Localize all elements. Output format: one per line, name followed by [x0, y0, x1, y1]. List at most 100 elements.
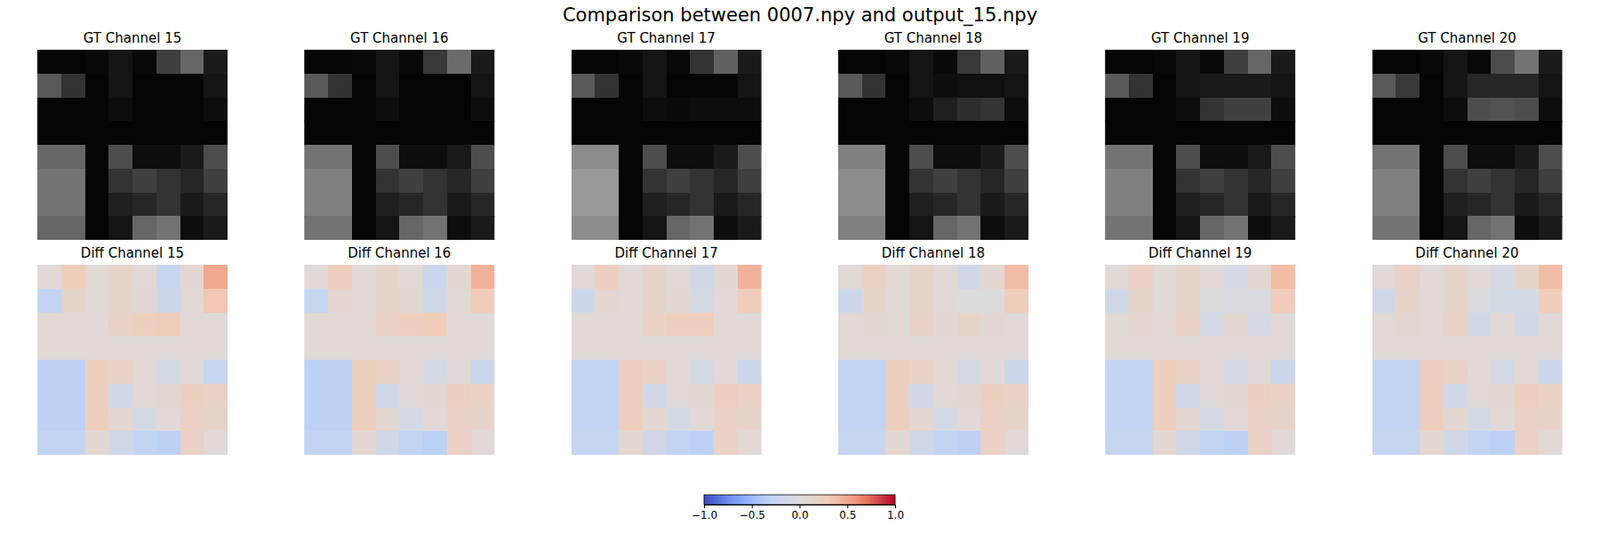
- cell: [1004, 144, 1029, 169]
- cell: [37, 216, 62, 240]
- cell: [666, 73, 691, 98]
- cell: [37, 120, 62, 145]
- cell: [980, 431, 1005, 456]
- cell: [1224, 49, 1248, 74]
- image: [1372, 49, 1563, 240]
- cell: [980, 288, 1005, 313]
- cell: [1443, 168, 1468, 193]
- cell: [1224, 360, 1248, 384]
- cell: [713, 360, 738, 384]
- cell: [203, 73, 228, 98]
- cell: [180, 49, 205, 74]
- cell: [1538, 360, 1563, 384]
- cell: [666, 192, 691, 217]
- cell: [61, 336, 86, 360]
- cell: [1538, 49, 1563, 74]
- cell: [471, 97, 496, 122]
- cell: [909, 97, 934, 122]
- cell: [713, 192, 738, 217]
- cell: [957, 431, 982, 456]
- cell: [1271, 168, 1296, 193]
- cell: [328, 431, 352, 456]
- cell: [1224, 97, 1248, 122]
- cell: [85, 168, 110, 193]
- cell: [37, 168, 62, 193]
- cell: [1271, 120, 1296, 145]
- cell: [885, 144, 910, 169]
- cell: [666, 168, 691, 193]
- cell: [352, 312, 376, 337]
- cell: [1514, 97, 1539, 122]
- cell: [594, 312, 619, 337]
- cell: [737, 97, 762, 122]
- cell: [666, 288, 691, 313]
- cell: [304, 97, 328, 122]
- cell: [399, 336, 424, 360]
- cell: [37, 192, 62, 217]
- cell: [1395, 120, 1420, 145]
- cell: [1419, 216, 1444, 240]
- cell: [713, 336, 738, 360]
- cell: [1490, 73, 1515, 98]
- cell: [1152, 312, 1177, 337]
- cell: [1372, 120, 1397, 145]
- cell: [1514, 120, 1539, 145]
- cell: [1419, 192, 1444, 217]
- cell: [1248, 336, 1272, 360]
- cell: [471, 431, 496, 456]
- cell: [1128, 97, 1153, 122]
- cell: [909, 384, 934, 408]
- cell: [1372, 144, 1397, 169]
- cell: [132, 49, 157, 74]
- image: [838, 49, 1029, 240]
- cell: [838, 312, 863, 337]
- cell: [1395, 408, 1420, 432]
- cell: [328, 192, 352, 217]
- cell: [304, 73, 328, 98]
- cell: [933, 384, 958, 408]
- cell: [1271, 312, 1296, 337]
- cell: [862, 408, 887, 432]
- cell: [1104, 408, 1129, 432]
- cell: [1128, 336, 1153, 360]
- cell: [156, 264, 181, 289]
- cell: [1395, 336, 1420, 360]
- cell: [642, 288, 667, 313]
- panel-title: GT Channel 17: [616, 30, 715, 47]
- cell: [1004, 168, 1029, 193]
- cell: [108, 384, 133, 408]
- cell: [1490, 384, 1515, 408]
- cell: [423, 216, 448, 240]
- cell: [1104, 73, 1129, 98]
- cell: [618, 288, 643, 313]
- cell: [862, 312, 887, 337]
- cell: [571, 73, 596, 98]
- cell: [85, 216, 110, 240]
- cell: [61, 192, 86, 217]
- cell: [933, 49, 958, 74]
- cell: [1490, 264, 1515, 289]
- cell: [376, 312, 400, 337]
- cell: [1395, 431, 1420, 456]
- cell: [108, 264, 133, 289]
- cell: [203, 431, 228, 456]
- cell: [689, 384, 714, 408]
- cell: [85, 144, 110, 169]
- cell: [618, 336, 643, 360]
- cell: [304, 408, 328, 432]
- cell: [376, 431, 400, 456]
- cell: [1395, 168, 1420, 193]
- cell: [1443, 384, 1468, 408]
- cell: [399, 73, 424, 98]
- cell: [618, 49, 643, 74]
- cell: [1200, 192, 1224, 217]
- cell: [1128, 192, 1153, 217]
- cell: [571, 97, 596, 122]
- cell: [594, 336, 619, 360]
- cell: [1104, 384, 1129, 408]
- cell: [885, 192, 910, 217]
- tick: 1.0: [887, 504, 904, 522]
- cell: [862, 97, 887, 122]
- cell: [203, 408, 228, 432]
- cell: [689, 431, 714, 456]
